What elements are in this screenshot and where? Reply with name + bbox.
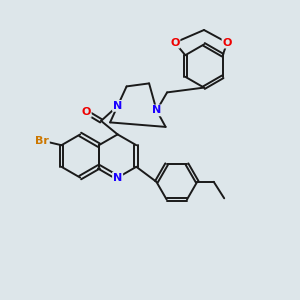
Text: Br: Br xyxy=(35,136,49,146)
Text: O: O xyxy=(223,38,232,48)
Text: O: O xyxy=(170,38,179,48)
Text: N: N xyxy=(152,105,161,116)
Text: N: N xyxy=(113,101,122,111)
Text: N: N xyxy=(113,172,122,183)
Text: O: O xyxy=(81,107,91,117)
